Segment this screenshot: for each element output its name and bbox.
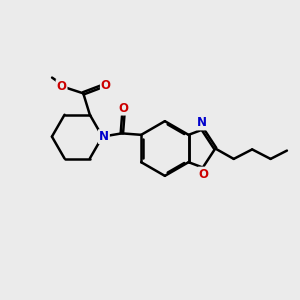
- Text: O: O: [101, 79, 111, 92]
- Text: O: O: [118, 102, 128, 115]
- Text: O: O: [198, 168, 208, 181]
- Text: N: N: [99, 130, 109, 143]
- Text: O: O: [57, 80, 67, 93]
- Text: N: N: [197, 116, 207, 130]
